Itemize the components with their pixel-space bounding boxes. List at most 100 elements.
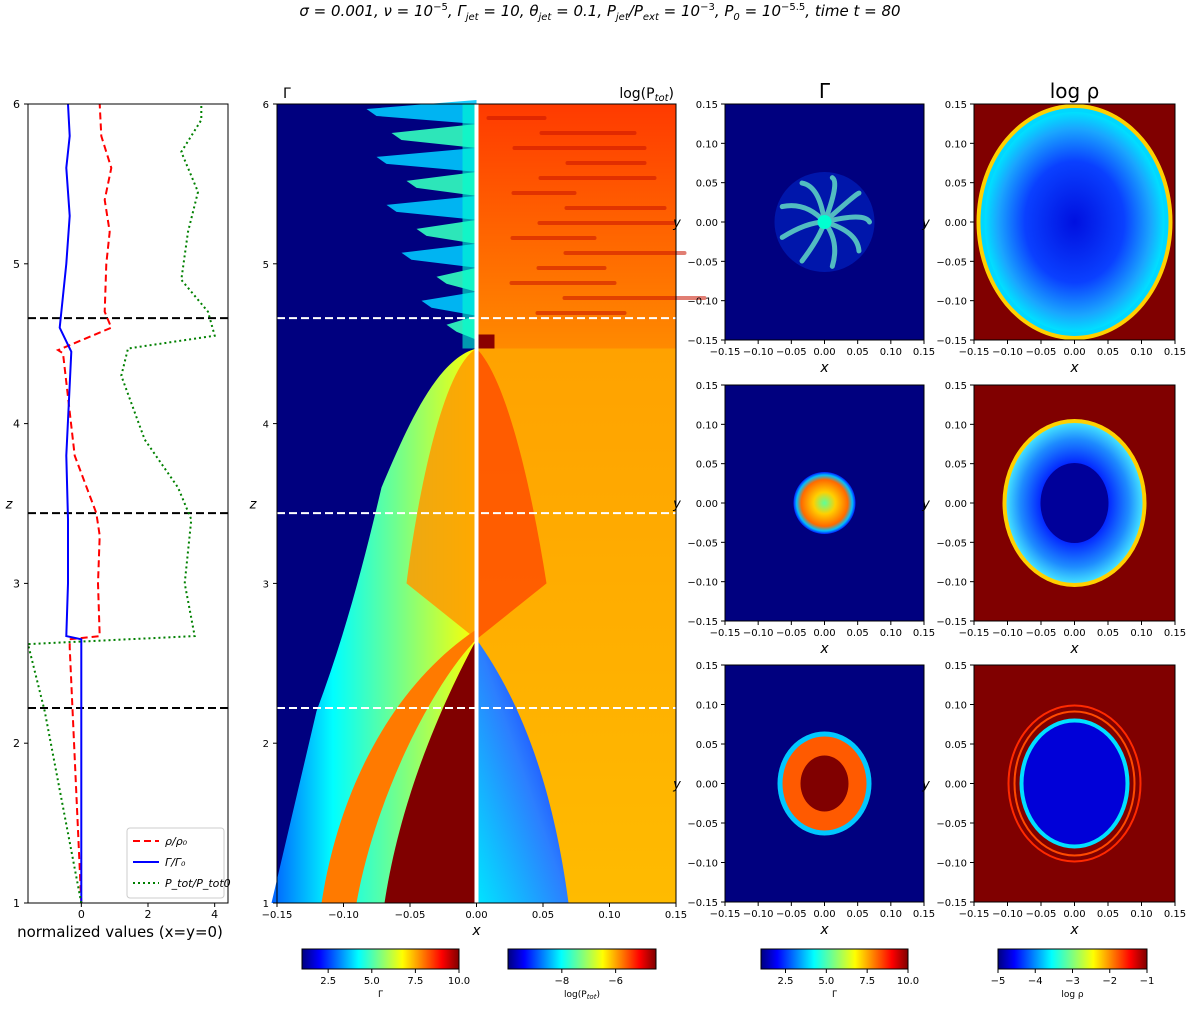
gamma-turbulent-finger (401, 243, 477, 268)
ptot-streak (512, 146, 647, 150)
slice-xtick-label: −0.05 (776, 628, 807, 639)
ptot-streak (563, 251, 687, 255)
profile-legend-box (126, 827, 225, 899)
slice-xtick-label: 0.15 (1164, 628, 1186, 639)
slice-xtick-label: −0.05 (1026, 909, 1057, 920)
colorbar-tick-label-3: −5 (991, 976, 1006, 987)
slice-xtick-label: 0.05 (847, 628, 869, 639)
slice-ytick-label: 0.15 (945, 661, 967, 672)
slice-xtick-label: 0.15 (913, 909, 935, 920)
slice-xlabel: x (819, 641, 829, 657)
profile-legend-label-2: P_tot/P_tot0 (165, 877, 231, 890)
slice-column-title-0: Γ (819, 79, 831, 103)
slice-ytick-label: −0.05 (936, 538, 967, 549)
slice-ytick-label: −0.05 (687, 538, 718, 549)
colorbar-label-0: Γ (378, 990, 383, 1000)
slice-rho-cavity (1023, 722, 1126, 845)
colorbar-label-main-1: log(P (564, 990, 587, 1000)
slice-rho-outer-ring (1007, 704, 1142, 863)
slice-ytick-label: 0.10 (696, 701, 718, 712)
jet-map-xtick-label: 0.05 (532, 910, 554, 921)
jet-map-ytick-label: 6 (263, 100, 269, 111)
ptot-streak (539, 131, 637, 135)
jet-map-ytick-label: 5 (263, 260, 269, 271)
slice-ytick-label: 0.15 (945, 100, 967, 111)
colorbar-tick-label-0: 7.5 (407, 976, 423, 987)
profile-series-line-0 (55, 103, 113, 904)
slice-xtick-label: −0.10 (743, 347, 774, 358)
slice-xtick-label: 0.10 (1130, 347, 1152, 358)
slice-ytick-label: −0.10 (936, 578, 967, 589)
slice-ytick-label: −0.15 (936, 617, 967, 628)
slice-xtick-label: −0.05 (1026, 347, 1057, 358)
gamma-jet-core (384, 639, 477, 903)
slice-ytick-label: −0.15 (687, 898, 718, 909)
jet-map-right-label-sub: tot (655, 93, 670, 104)
slice-xtick-label: 0.10 (1130, 628, 1152, 639)
ptot-streak (538, 176, 657, 180)
slice-ytick-label: 0.10 (945, 420, 967, 431)
profile-background (28, 104, 228, 903)
slice-column-title-1: log ρ (1050, 79, 1100, 103)
slice-ytick-label: −0.05 (936, 257, 967, 268)
jet-map-xtick-label: −0.15 (262, 910, 293, 921)
gamma-turbulent-finger (386, 195, 477, 220)
colorbars: 2.5 5.0 7.5 10.0 Γ −8 −6 log(Ptot) 2.5 5.0 7.5 10.0… (301, 948, 1155, 1001)
slice-xlabel: x (1069, 641, 1079, 657)
slice-ytick-label: −0.10 (687, 297, 718, 308)
colorbar-tick-label-2: 7.5 (859, 976, 875, 987)
ptot-streak (509, 281, 617, 285)
slice-ytick-label: −0.10 (936, 859, 967, 870)
profile-ytick-label: 5 (13, 258, 20, 271)
slice-rho-middle-ring (1013, 710, 1136, 857)
slice-rho-core (1040, 463, 1109, 543)
slice-ytick-label: −0.10 (687, 859, 718, 870)
slice-xtick-label: −0.15 (710, 628, 741, 639)
slice-xtick-label: −0.15 (959, 347, 990, 358)
slice-xtick-label: 0.05 (1097, 347, 1119, 358)
slice-xtick-label: 0.05 (847, 347, 869, 358)
colorbar-tick-label-1: −6 (608, 976, 623, 987)
slice-xtick-label: 0.15 (913, 628, 935, 639)
slice-ylabel: y (672, 216, 681, 231)
slice-ylabel: y (672, 778, 681, 793)
jet-map-xtick-label: 0.00 (465, 910, 487, 921)
slice-ytick-label: 0.00 (696, 499, 718, 510)
gamma-shear-layer (321, 629, 477, 903)
slice-xtick-label: 0.05 (1097, 909, 1119, 920)
ptot-shocked-region (476, 348, 547, 640)
figure-title: σ = 0.001, ν = 10−5, Γjet = 10, θjet = 0… (299, 2, 901, 23)
slice-ytick-label: 0.05 (696, 179, 718, 190)
ptot-streak (536, 266, 607, 270)
slice-xtick-label: −0.05 (1026, 628, 1057, 639)
slice-xtick-label: 0.15 (913, 347, 935, 358)
slice-xtick-label: 0.10 (880, 347, 902, 358)
profile-xtick-label: 4 (211, 908, 218, 921)
slice-ytick-label: −0.15 (936, 898, 967, 909)
slice-xtick-label: 0.05 (1097, 628, 1119, 639)
ptot-streak (510, 236, 597, 240)
slice-ytick-label: 0.15 (696, 661, 718, 672)
slice-ytick-label: 0.00 (945, 218, 967, 229)
slice-ytick-label: −0.05 (687, 819, 718, 830)
colorbar-label-3: log ρ (1061, 990, 1084, 1000)
jet-map-xlabel: x (471, 923, 481, 939)
slice-ytick-label: −0.15 (936, 336, 967, 347)
colorbar-tick-label-3: −4 (1028, 976, 1043, 987)
slice-ytick-label: 0.00 (696, 218, 718, 229)
slice-xtick-label: 0.05 (847, 909, 869, 920)
slice-ytick-label: 0.05 (945, 740, 967, 751)
slice-xtick-label: −0.10 (992, 628, 1023, 639)
ptot-streak (564, 206, 667, 210)
colorbar-tick-label-3: −3 (1065, 976, 1080, 987)
ptot-streak (537, 221, 677, 225)
slice-xlabel: x (1069, 922, 1079, 938)
slice-xtick-label: 0.00 (1063, 347, 1085, 358)
ptot-streak (565, 161, 647, 165)
colorbar-tick-label-3: −1 (1140, 976, 1155, 987)
slice-xlabel: x (819, 922, 829, 938)
slice-ytick-label: 0.05 (696, 740, 718, 751)
slice-ytick-label: −0.15 (687, 617, 718, 628)
slice-xtick-label: −0.05 (776, 909, 807, 920)
jet-map-ylabel: z (249, 498, 258, 513)
